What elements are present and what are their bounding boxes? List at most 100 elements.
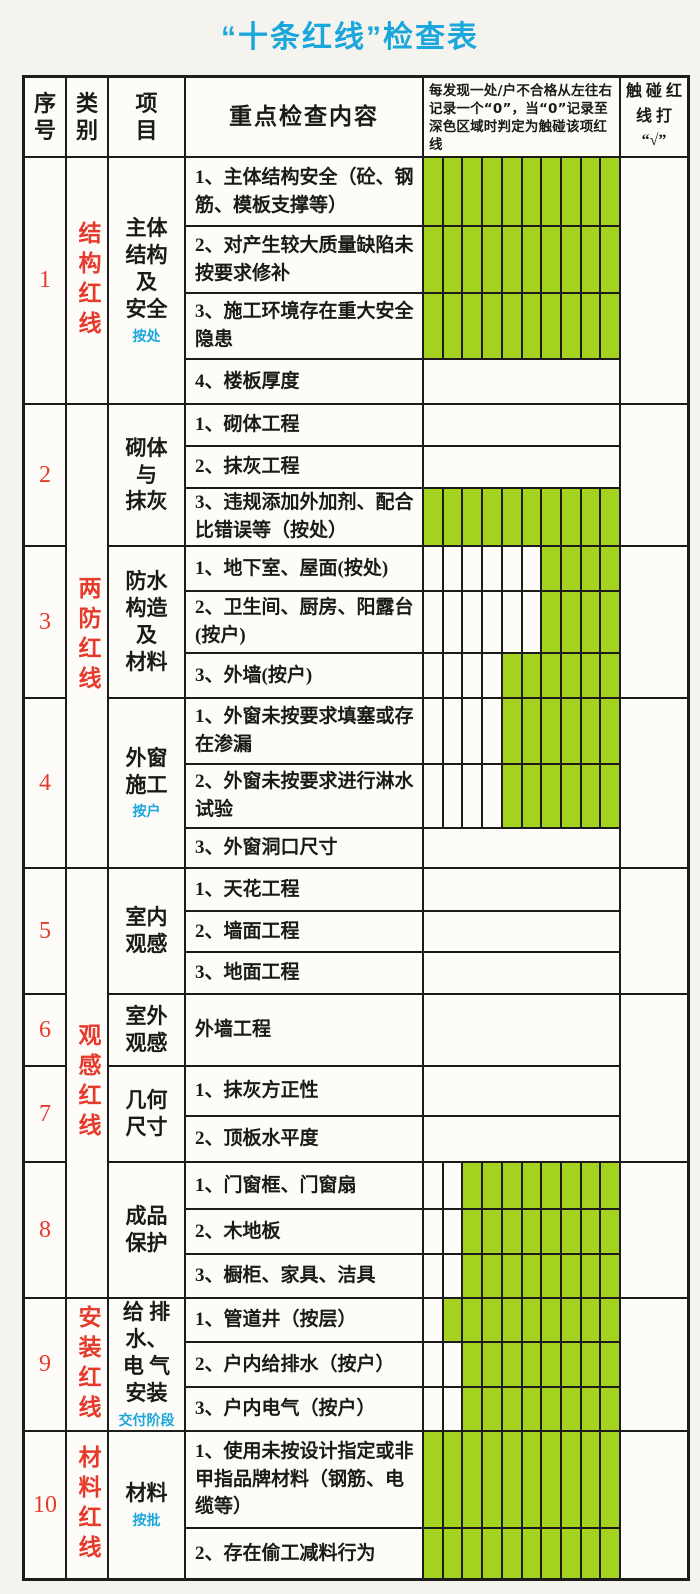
check-item-text: 1、使用未按设计指定或非甲指品牌材料（钢筋、电缆等）: [185, 1431, 423, 1528]
strip-dark-zone: [540, 654, 560, 697]
strip-dark-zone: [500, 1388, 521, 1430]
strip-dark-zone: [599, 1432, 619, 1527]
check-item-text: 2、墙面工程: [185, 911, 423, 952]
strip-row: [424, 1388, 619, 1430]
score-strip-cell: [423, 828, 620, 868]
strip-dark-zone: [599, 1388, 619, 1430]
strip-dark-zone: [500, 1210, 521, 1253]
check-item-text: 2、对产生较大质量缺陷未按要求修补: [185, 226, 423, 293]
strip-dark-zone: [520, 1388, 541, 1430]
strip-dark-zone: [579, 1432, 600, 1527]
check-item-text: 2、抹灰工程: [185, 446, 423, 488]
check-item-text: 2、户内给排水（按户）: [185, 1342, 423, 1387]
score-strip-cell: [423, 952, 620, 994]
strip-record-zone: [461, 765, 481, 827]
project-cell: 室内 观感: [108, 868, 185, 994]
project-label: 材料: [125, 1481, 168, 1506]
strip-dark-zone: [540, 227, 560, 292]
strip-row: [424, 489, 619, 545]
strip-dark-zone: [599, 1255, 619, 1297]
strip-row: [424, 1432, 619, 1527]
strip-record-zone: [481, 699, 501, 763]
strip-dark-zone: [540, 1299, 560, 1341]
strip-record-zone: [441, 592, 462, 652]
strip-record-zone: [424, 1255, 442, 1297]
project-cell: 给 排 水、 电 气 安装 交付阶段: [108, 1298, 185, 1431]
strip-dark-zone: [559, 1343, 580, 1386]
strip-dark-zone: [599, 1529, 619, 1578]
strip-row: [424, 592, 619, 652]
strip-record-zone: [424, 1388, 442, 1430]
project-sublabel: 按户: [132, 804, 161, 821]
strip-dark-zone: [579, 592, 600, 652]
strip-record-zone: [441, 765, 462, 827]
strip-dark-zone: [579, 765, 600, 827]
project-cell: 砌体 与 抹灰: [108, 404, 185, 546]
check-item-text: 1、天花工程: [185, 868, 423, 911]
strip-dark-zone: [441, 489, 462, 545]
strip-dark-zone: [559, 1388, 580, 1430]
check-item-text: 3、外窗洞口尺寸: [185, 828, 423, 868]
strip-dark-zone: [579, 1255, 600, 1297]
strip-dark-zone: [559, 1255, 580, 1297]
check-mark-cell[interactable]: [620, 157, 688, 404]
strip-dark-zone: [540, 1163, 560, 1208]
check-mark-cell[interactable]: [620, 546, 688, 698]
strip-dark-zone: [540, 1343, 560, 1386]
project-cell: 材料 按批: [108, 1431, 185, 1579]
strip-dark-zone: [500, 1529, 521, 1578]
score-strip-cell: [423, 994, 620, 1066]
check-mark-cell[interactable]: [620, 868, 688, 994]
strip-dark-zone: [424, 1432, 442, 1527]
check-mark-cell[interactable]: [620, 698, 688, 868]
strip-record-zone: [441, 1255, 462, 1297]
strip-dark-zone: [500, 1432, 521, 1527]
strip-dark-zone: [520, 227, 541, 292]
strip-dark-zone: [424, 489, 442, 545]
strip-dark-zone: [599, 489, 619, 545]
strip-dark-zone: [599, 765, 619, 827]
check-item-text: 1、主体结构安全（砼、钢筋、模板支撑等）: [185, 157, 423, 226]
strip-dark-zone: [579, 1388, 600, 1430]
project-label: 砌体 与 抹灰: [125, 435, 168, 514]
strip-dark-zone: [424, 227, 442, 292]
strip-dark-zone: [500, 699, 521, 763]
seq-cell: 8: [24, 1162, 66, 1298]
strip-dark-zone: [520, 1255, 541, 1297]
project-label: 给 排 水、 电 气 安装: [122, 1300, 171, 1405]
strip-dark-zone: [520, 1299, 541, 1341]
strip-dark-zone: [579, 158, 600, 225]
strip-record-zone: [424, 1210, 442, 1253]
strip-dark-zone: [500, 294, 521, 358]
check-mark-cell[interactable]: [620, 1162, 688, 1298]
strip-dark-zone: [461, 1163, 482, 1208]
project-label: 室内 观感: [125, 905, 168, 956]
strip-dark-zone: [461, 294, 482, 358]
check-mark-cell[interactable]: [620, 404, 688, 546]
strip-dark-zone: [520, 1432, 541, 1527]
score-strip-cell: [423, 764, 620, 828]
strip-dark-zone: [559, 1299, 580, 1341]
project-sublabel: 按批: [132, 1512, 161, 1529]
strip-dark-zone: [520, 654, 541, 697]
category-cell: 观感红线: [66, 868, 108, 1298]
check-mark-cell[interactable]: [620, 1298, 688, 1431]
strip-dark-zone: [579, 489, 600, 545]
strip-dark-zone: [579, 547, 600, 590]
strip-dark-zone: [461, 227, 482, 292]
seq-cell: 9: [24, 1298, 66, 1431]
score-strip-cell: [423, 293, 620, 359]
check-mark-cell[interactable]: [620, 994, 688, 1162]
strip-row: [424, 654, 619, 697]
check-item-text: 3、地面工程: [185, 952, 423, 994]
strip-dark-zone: [559, 489, 580, 545]
score-strip-cell: [423, 1066, 620, 1116]
strip-row: [424, 1343, 619, 1386]
strip-dark-zone: [579, 227, 600, 292]
check-item-text: 2、存在偷工减料行为: [185, 1528, 423, 1579]
strip-dark-zone: [599, 158, 619, 225]
score-strip-cell: [423, 911, 620, 952]
project-label: 主体 结构 及 安全: [125, 216, 168, 321]
score-strip-cell: [423, 1342, 620, 1387]
check-mark-cell[interactable]: [620, 1431, 688, 1579]
